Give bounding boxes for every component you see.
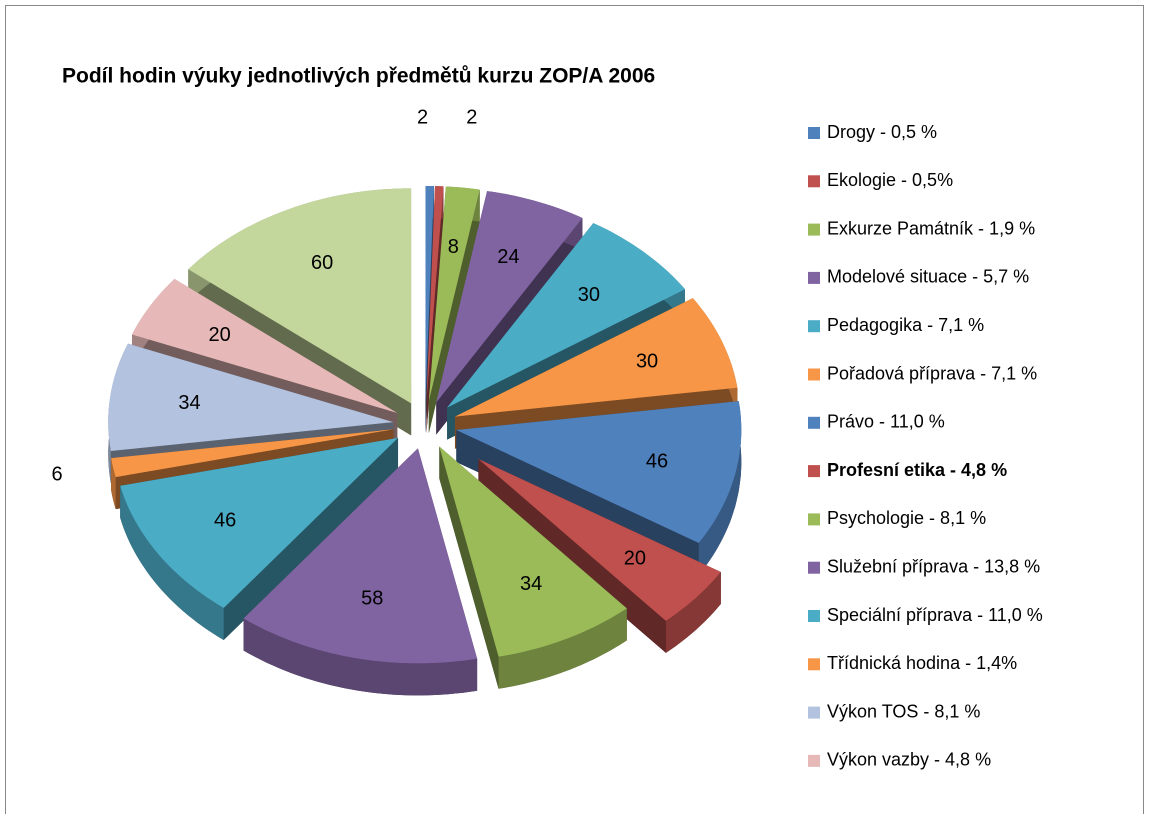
data-label: 46 — [646, 450, 668, 472]
slice — [188, 188, 412, 404]
data-label: 2 — [417, 106, 428, 128]
data-label: 20 — [624, 547, 646, 569]
slice-side — [439, 446, 499, 689]
legend-swatch — [808, 271, 820, 284]
slice — [436, 191, 583, 403]
legend-swatch — [808, 127, 820, 139]
data-label: 34 — [178, 392, 200, 414]
slice — [243, 448, 478, 664]
slice — [120, 437, 399, 608]
data-label: 2 — [466, 107, 477, 129]
legend-swatch — [808, 175, 820, 188]
legend-label: Profesní etika - 4,8 % — [827, 460, 1007, 480]
legend-label: Exkurze Památník - 1,9 % — [827, 218, 1035, 238]
slice-side — [428, 189, 480, 434]
legend-label: Drogy - 0,5 % — [827, 122, 937, 142]
slice — [478, 458, 721, 621]
slice-wall — [120, 485, 224, 640]
slice — [111, 429, 394, 478]
legend-label: Pořadová příprava - 7,1 % — [827, 363, 1037, 383]
data-label: 34 — [520, 573, 542, 595]
legend-label: Výkon TOS - 8,1 % — [827, 701, 980, 721]
data-label: 6 — [51, 464, 62, 486]
legend-label: Modelové situace - 5,7 % — [827, 267, 1029, 287]
legend-label: Ekologie - 0,5% — [827, 170, 953, 190]
legend-label: Právo - 11,0 % — [827, 412, 945, 432]
legend-label: Služební příprava - 13,8 % — [827, 556, 1040, 576]
slice — [447, 223, 685, 408]
slice-side — [111, 429, 394, 491]
slice — [132, 278, 398, 413]
legend-swatch — [808, 416, 820, 429]
slice — [428, 186, 480, 402]
data-label: 60 — [311, 252, 333, 274]
legend-label: Výkon vazby - 4,8 % — [827, 750, 991, 770]
slice-wall — [243, 618, 478, 696]
legend-swatch — [808, 465, 820, 478]
legend-swatch — [808, 368, 820, 381]
data-label: 8 — [448, 236, 459, 258]
slice — [425, 186, 434, 402]
slice-wall — [665, 571, 721, 653]
pie: 2 2 8 24 30 30 46 20 34 58 46 6 34 20 60 — [51, 106, 742, 696]
legend-swatch — [808, 561, 820, 574]
legend-label: Speciální příprava - 11,0 % — [827, 605, 1043, 625]
legend: Drogy - 0,5 % Ekologie - 0,5% Exkurze Pamá… — [808, 122, 1043, 770]
slice-side — [223, 437, 399, 641]
legend-swatch — [808, 706, 820, 719]
legend-swatch — [808, 658, 820, 671]
slice — [454, 298, 738, 417]
chart-title: Podíl hodin výuky jednotlivých předmětů … — [62, 65, 655, 88]
slice — [456, 401, 742, 543]
slice — [108, 343, 394, 451]
data-label: 46 — [214, 510, 236, 532]
legend-label: Třídnická hodina - 1,4% — [827, 653, 1017, 673]
legend-swatch — [808, 754, 820, 767]
legend-swatch — [808, 320, 820, 333]
legend-label: Pedagogika - 7,1 % — [827, 315, 984, 335]
slice — [439, 446, 627, 657]
slice-wall — [698, 401, 742, 575]
slice-wall — [498, 608, 627, 689]
legend-label: Psychologie - 8,1 % — [827, 508, 986, 528]
data-label: 30 — [578, 284, 600, 306]
slice-wall — [111, 458, 116, 510]
data-label: 24 — [497, 246, 519, 268]
data-label: 30 — [636, 350, 658, 372]
legend-swatch — [808, 610, 820, 622]
data-label: 20 — [208, 324, 230, 346]
slice — [426, 186, 444, 402]
slice-side — [425, 186, 435, 434]
slice-side — [426, 186, 444, 434]
legend-swatch — [808, 223, 820, 236]
legend-swatch — [808, 513, 820, 526]
data-label: 58 — [361, 588, 383, 610]
